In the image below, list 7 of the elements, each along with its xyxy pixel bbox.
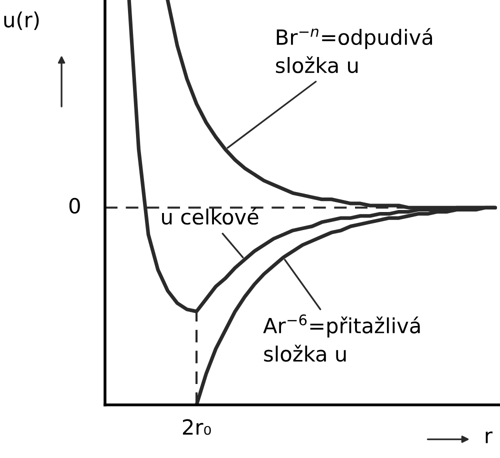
annotation: u celkové [162, 208, 258, 225]
annotation: Br$^{−n}$=odpudivá složka u [276, 28, 432, 74]
text: 2r₀ [182, 419, 211, 435]
annotation: Ar$^{−6}$=přitažlivá složka u [263, 314, 420, 362]
ref-line-label: 0 [69, 198, 80, 214]
y-axis-title: u(r) [4, 11, 39, 30]
x-axis-title: r [486, 431, 492, 444]
